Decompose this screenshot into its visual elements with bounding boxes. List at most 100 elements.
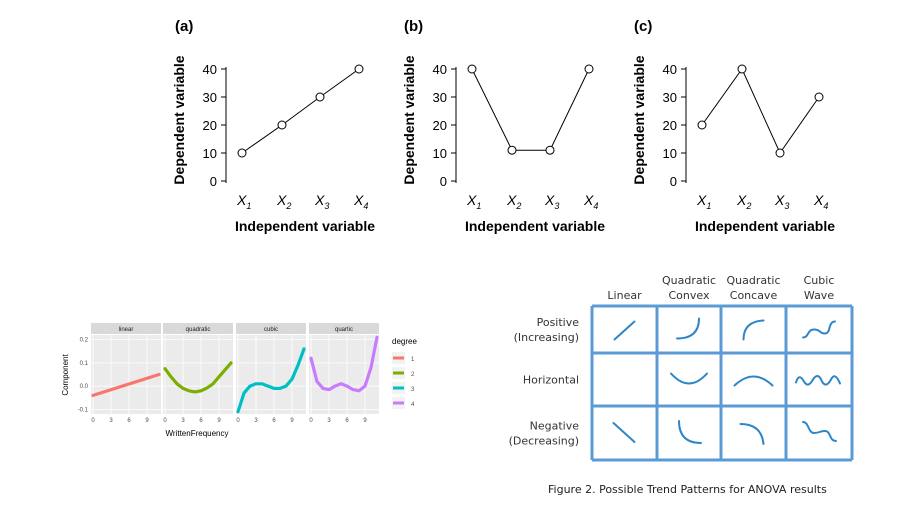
y-tick-label-b: 30 <box>433 90 447 105</box>
gg-x-tick-label: 3 <box>109 418 113 424</box>
y-tick-label-b: 40 <box>433 62 447 77</box>
gg-y-tick-label: 0.0 <box>80 384 89 390</box>
data-point-a <box>277 120 287 130</box>
table-trend-glyphs <box>612 317 841 445</box>
y-tick-label-c: 10 <box>663 146 677 161</box>
column-header: Concave <box>730 289 778 302</box>
x-tick-label-c: X3 <box>774 192 789 211</box>
y-tick-label-b: 10 <box>433 146 447 161</box>
y-axis-label-b: Dependent variable <box>401 55 417 184</box>
column-header: Wave <box>804 289 834 302</box>
legend-label-3: 3 <box>411 387 415 393</box>
gg-x-tick-label: 9 <box>217 418 221 424</box>
figure-caption: Figure 2. Possible Trend Patterns for AN… <box>548 483 827 496</box>
row-header: Negative <box>530 420 580 433</box>
facet-strip-label: linear <box>119 327 134 333</box>
gg-x-tick-label: 6 <box>345 418 349 424</box>
column-header: Cubic <box>804 274 835 287</box>
panel-a: (a) 0 10 20 30 40 X1 X2 X3 X4 Dependent variable… <box>171 18 375 234</box>
data-point-b <box>584 64 594 74</box>
x-tick-label-c: X2 <box>736 192 751 211</box>
panel-c: (c) 0 10 20 30 40 X1 X2 X3 X4 Dependent variable… <box>631 18 835 234</box>
facet-strip <box>163 323 233 334</box>
gg-x-axis-label: WrittenFrequency <box>166 429 229 438</box>
series-curve-1 <box>91 372 161 397</box>
data-point-b <box>507 145 517 155</box>
data-point-a <box>354 64 364 74</box>
y-tick-label-a: 30 <box>203 90 217 105</box>
y-tick-label-b: 0 <box>440 174 447 189</box>
trend-glyph-concave-up <box>742 319 765 341</box>
panel-b: (b) 0 10 20 30 40 X1 X2 X3 X4 Dependent variable… <box>401 18 605 234</box>
trend-glyph-u-shape <box>670 372 708 385</box>
table-row-headers: Positive (Increasing) Horizontal Negative (D… <box>509 316 580 448</box>
data-point-c <box>697 120 707 130</box>
y-tick-label-a: 20 <box>203 118 217 133</box>
row-header: Positive <box>537 316 580 329</box>
y-axis-label-a: Dependent variable <box>171 55 187 184</box>
x-tick-label-c: X4 <box>813 192 828 211</box>
column-header: Quadratic <box>726 274 780 287</box>
gg-x-tick-label: 6 <box>127 418 131 424</box>
y-tick-label-b: 20 <box>433 118 447 133</box>
gg-x-tick-label: 6 <box>272 418 276 424</box>
x-axis-label-c: Independent variable <box>695 218 835 234</box>
legend-keys: 1 2 3 4 <box>392 352 415 409</box>
gg-y-tick-label: 0.1 <box>80 361 89 367</box>
series-line-b <box>471 68 590 151</box>
data-point-c <box>737 64 747 74</box>
x-tick-label-b: X2 <box>506 192 521 211</box>
gg-x-tick-label: 3 <box>254 418 258 424</box>
x-axis-label-b: Independent variable <box>465 218 605 234</box>
gg-x-tick-label: 6 <box>199 418 203 424</box>
faceted-polynomial-chart: linear 0 3 6 9 quadratic 0 3 6 9 cubic 0 3 6 9 quartic 0… <box>61 323 417 438</box>
x-tick-label-b: X3 <box>544 192 559 211</box>
row-header: Horizontal <box>523 374 579 387</box>
y-tick-label-c: 20 <box>663 118 677 133</box>
facet-panel-bg <box>91 335 161 414</box>
gg-x-tick-label: 3 <box>327 418 331 424</box>
panel-label-c: (c) <box>634 18 652 35</box>
y-tick-label-a: 40 <box>203 62 217 77</box>
trend-glyph-wave-down <box>802 421 837 442</box>
panel-c-plot: 0 10 20 30 40 X1 X2 X3 X4 <box>663 62 829 211</box>
gg-x-tick-label: 0 <box>163 418 167 424</box>
data-point-c <box>775 148 785 158</box>
facet-strip <box>309 323 379 334</box>
row-header: (Decreasing) <box>509 435 579 448</box>
facet-strip-label: quartic <box>335 327 353 333</box>
data-point-a <box>237 148 247 158</box>
x-tick-label-a: X4 <box>353 192 368 211</box>
data-point-a <box>315 92 325 102</box>
gg-x-tick-label: 0 <box>91 418 95 424</box>
x-tick-label-b: X4 <box>583 192 598 211</box>
y-axis-label-c: Dependent variable <box>631 55 647 184</box>
trend-glyph-wave-up <box>802 320 836 339</box>
series-line-c <box>701 68 820 155</box>
column-header: Convex <box>669 289 710 302</box>
x-tick-label-a: X2 <box>276 192 291 211</box>
gg-x-tick-label: 0 <box>309 418 313 424</box>
column-header: Quadratic <box>662 274 716 287</box>
trend-glyph-wave-flat <box>795 375 841 386</box>
gg-x-tick-label: 9 <box>290 418 294 424</box>
panel-label-b: (b) <box>404 18 423 35</box>
x-tick-label-a: X3 <box>314 192 329 211</box>
legend-label-4: 4 <box>411 402 415 408</box>
y-tick-label-c: 30 <box>663 90 677 105</box>
facet-strip-label: cubic <box>264 327 278 333</box>
panel-label-a: (a) <box>175 18 193 35</box>
facet-strip <box>91 323 161 334</box>
trend-glyph-down-line <box>612 422 636 443</box>
degree-legend: degree 1 2 3 4 <box>392 337 417 409</box>
trend-glyph-concave-down <box>739 423 765 445</box>
facet-panels: linear 0 3 6 9 quadratic 0 3 6 9 cubic 0 3 6 9 quartic 0… <box>78 323 379 424</box>
gg-x-tick-label: 9 <box>145 418 149 424</box>
gg-y-tick-label: -0.1 <box>78 407 89 413</box>
data-point-b <box>467 64 477 74</box>
gg-x-tick-label: 0 <box>236 418 240 424</box>
y-tick-label-a: 10 <box>203 146 217 161</box>
trend-glyph-arch <box>733 375 774 387</box>
trend-glyph-convex-down <box>678 420 702 444</box>
